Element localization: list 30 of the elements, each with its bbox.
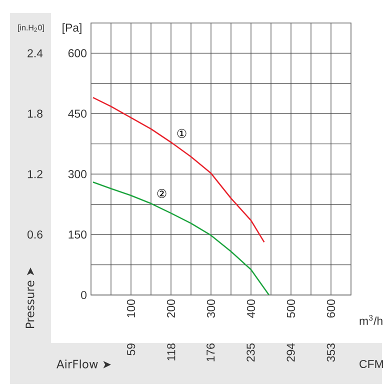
x2-tick-label: 353 [326,344,335,362]
x-tick-label: 500 [286,299,296,318]
x2-tick-label: 118 [167,344,176,360]
y-tick-label: 300 [68,170,87,178]
annotation: ② [157,188,166,198]
x2-tick-label: 235 [246,344,255,362]
line-series [92,182,270,295]
x-tick-label: 100 [126,299,136,318]
y-tick-label: 450 [68,110,87,118]
x2-tick-label: 59 [127,344,136,356]
x-tick-label: 300 [206,299,216,318]
text: AirFlow ➤ [56,360,111,368]
line-series [92,96,265,243]
y-tick-label: 150 [68,230,87,239]
y-tick-label: 600 [68,49,87,58]
x-axis-title: m$^{3}$/h [360,314,382,326]
text: Pressure ➤ [26,267,34,328]
y2-tick-label: 0.6 [28,230,42,239]
x-tick-label: 200 [166,299,176,318]
x2-tick-label: 294 [286,343,295,362]
y-tick-label: 0 [81,290,87,300]
annotation: ① [177,128,186,138]
y-axis-title: [Pa] [62,23,82,34]
x2-axis-title: CFM [360,360,383,368]
y2-tick-label: 1.2 [28,170,42,178]
x-tick-label: 400 [246,299,256,318]
y2-tick-label: 2.4 [28,49,43,58]
x2-tick-label: 176 [206,344,215,362]
y2-tick-label: 1.8 [28,110,42,118]
x-tick-label: 600 [326,299,336,318]
